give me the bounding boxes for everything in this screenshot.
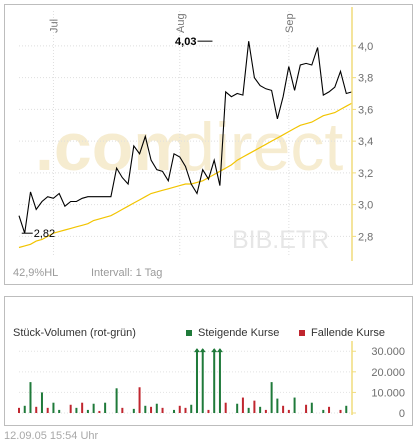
volume-bar [132, 408, 135, 413]
falling-swatch-icon [299, 330, 305, 337]
volume-bar [52, 402, 55, 413]
watermark: .com direct BIB.ETR [35, 109, 343, 254]
volume-bar [92, 403, 95, 413]
price-chart-panel: .com direct BIB.ETR Jul Aug Sep 2,8 3,0 3,2 3… [4, 4, 413, 285]
volume-bar [173, 409, 176, 413]
price-chart: .com direct BIB.ETR Jul Aug Sep 2,8 3,0 3,2 3… [18, 7, 373, 261]
moving-average-layer [18, 102, 353, 249]
volume-grid [19, 350, 352, 414]
volume-bar [138, 387, 141, 413]
volume-bar [236, 403, 239, 413]
rising-swatch-icon [186, 330, 192, 337]
price-tick-label: 2,8 [358, 231, 373, 243]
volume-bar [98, 410, 101, 413]
volume-bar [241, 397, 244, 413]
legend-falling: Fallende Kurse [299, 327, 385, 339]
volume-chart-panel: 0 10.000 20.000 30.000 Stück-Volumen (rot-g… [4, 296, 413, 426]
volume-bar [184, 407, 187, 413]
volume-bars [18, 348, 348, 413]
volume-bar [18, 407, 20, 413]
interval-label: Intervall: 1 Tag [91, 267, 163, 279]
volume-bar [213, 349, 216, 413]
range-percent: 42,9%HL [13, 267, 59, 279]
month-label: Aug [175, 13, 187, 33]
volume-bar [81, 402, 84, 413]
volume-bar [178, 405, 181, 413]
volume-bar [35, 406, 38, 413]
volume-bar [218, 349, 221, 413]
price-annotations: 2,82 4,03 [21, 36, 213, 240]
volume-bar [310, 402, 313, 413]
volume-tick-label: 10.000 [371, 387, 405, 399]
volume-bar [144, 405, 147, 413]
volume-bar [247, 407, 250, 413]
volume-tick-label: 30.000 [371, 346, 405, 358]
price-y-axis: 2,8 3,0 3,2 3,4 3,6 3,8 4,0 [351, 7, 373, 261]
volume-bar [259, 406, 262, 413]
moving-average-line [18, 102, 353, 249]
price-tick-label: 3,0 [358, 200, 373, 212]
volume-bar [121, 407, 124, 413]
volume-bar [322, 409, 325, 413]
volume-bar [293, 397, 296, 413]
volume-bar [115, 388, 118, 413]
volume-bar [161, 407, 164, 413]
price-tick-label: 4,0 [358, 41, 373, 53]
volume-bar [345, 405, 348, 413]
volume-title: Stück-Volumen (rot-grün) [13, 327, 136, 339]
volume-bar [23, 405, 26, 413]
month-labels: Jul Aug Sep [48, 13, 295, 33]
volume-y-axis: 0 10.000 20.000 30.000 [351, 341, 405, 420]
price-tick-label: 3,6 [358, 104, 373, 116]
month-label: Sep [284, 13, 296, 33]
volume-bar [86, 409, 89, 413]
volume-bar [328, 406, 331, 413]
volume-bar [253, 400, 256, 413]
volume-chart: 0 10.000 20.000 30.000 [18, 341, 405, 420]
legend-rising-label: Steigende Kurse [198, 327, 280, 339]
watermark-symbol: BIB.ETR [232, 226, 329, 254]
volume-bar [207, 409, 210, 413]
month-label: Jul [48, 19, 60, 33]
legend-falling-label: Fallende Kurse [311, 327, 385, 339]
volume-bar [29, 382, 32, 413]
volume-bar [155, 403, 158, 413]
price-tick-label: 3,2 [358, 168, 373, 180]
price-line [18, 41, 353, 234]
volume-bar [190, 404, 193, 413]
volume-bar [195, 349, 198, 413]
volume-bar [270, 382, 273, 413]
volume-overflow-arrow-icon [193, 348, 200, 353]
volume-bar [40, 392, 43, 413]
volume-bar [339, 409, 342, 413]
volume-overflow-arrow-icon [199, 348, 206, 353]
volume-overflow-arrow-icon [216, 348, 223, 353]
volume-tick-label: 20.000 [371, 367, 405, 379]
volume-bar [75, 407, 78, 413]
low-annotation-label: 2,82 [34, 228, 55, 240]
price-grid [19, 11, 352, 257]
price-tick-label: 3,4 [358, 136, 373, 148]
watermark-com: .com [35, 109, 194, 185]
price-line-layer [18, 41, 353, 234]
volume-bar [104, 402, 107, 413]
volume-bar [46, 407, 49, 413]
volume-bar [305, 404, 308, 413]
high-annotation-label: 4,03 [175, 36, 196, 48]
volume-bar [201, 349, 204, 413]
volume-bar [264, 409, 267, 413]
volume-bar [150, 406, 153, 413]
volume-bar [276, 398, 279, 413]
price-tick-label: 3,8 [358, 73, 373, 85]
volume-bar [282, 405, 285, 413]
volume-bar [287, 409, 290, 413]
volume-bar [224, 402, 227, 413]
volume-bar [58, 409, 61, 413]
volume-tick-label: 0 [399, 408, 405, 420]
timestamp: 12.09.05 15:54 Uhr [4, 430, 99, 442]
volume-bar [69, 404, 72, 413]
volume-overflow-arrow-icon [211, 348, 218, 353]
legend-rising: Steigende Kurse [186, 327, 279, 339]
